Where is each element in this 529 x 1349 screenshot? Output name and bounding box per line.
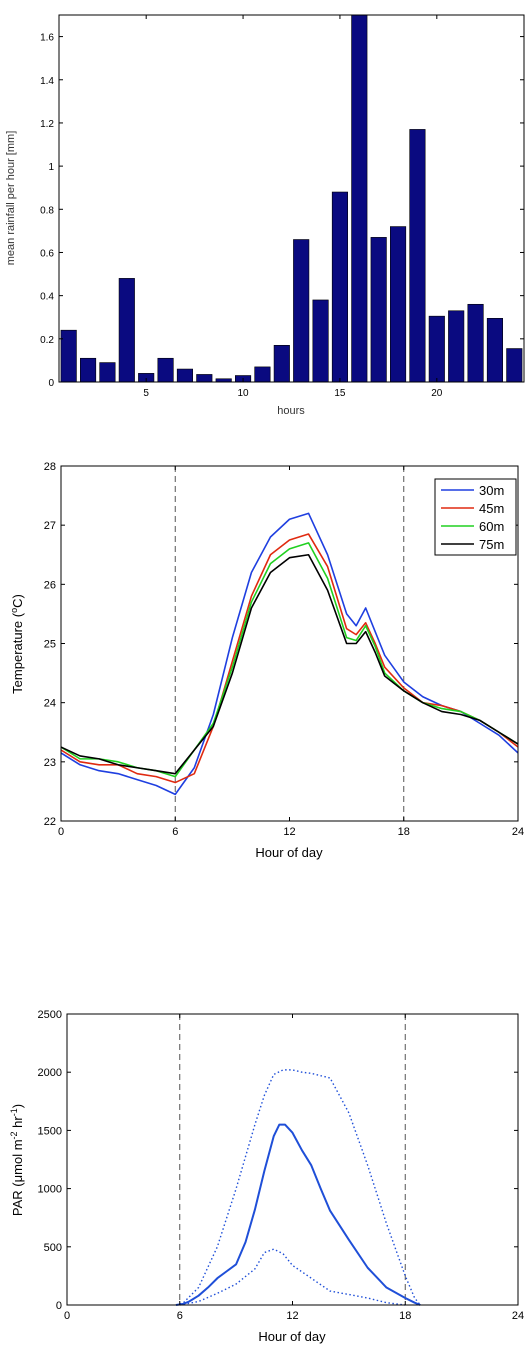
rainfall-x-axis-label: hours bbox=[277, 405, 305, 417]
temperature-y-tick-label: 26 bbox=[44, 579, 56, 591]
par-y-label-super2: -1 bbox=[9, 1108, 19, 1116]
rainfall-x-tick-label: 5 bbox=[143, 388, 149, 399]
temperature-x-tick-label: 6 bbox=[172, 826, 178, 838]
rainfall-y-tick-label: 0 bbox=[48, 378, 54, 389]
rainfall-x-tick-label: 20 bbox=[431, 388, 443, 399]
rainfall-bar bbox=[486, 318, 503, 383]
rainfall-y-tick-label: 0.6 bbox=[40, 248, 54, 259]
rainfall-y-tick-label: 0.2 bbox=[40, 335, 54, 346]
rainfall-y-tick-label: 0.8 bbox=[40, 205, 54, 216]
rainfall-bar-chart: 5 10 15 20 0 0.2 0.4 0.6 0.8 1 1.2 1.4 1.6 hours mea… bbox=[5, 14, 525, 417]
par-y-label-part: PAR ( bbox=[10, 1182, 25, 1216]
rainfall-bar bbox=[370, 237, 387, 383]
temperature-y-label-end: C) bbox=[10, 594, 25, 608]
temperature-x-tick-label: 24 bbox=[512, 826, 524, 838]
temperature-y-tick-label: 28 bbox=[44, 461, 56, 473]
legend-box bbox=[434, 478, 517, 556]
rainfall-bar bbox=[390, 226, 407, 383]
par-mean-line bbox=[175, 1123, 421, 1306]
temperature-y-tick-label: 22 bbox=[44, 816, 56, 828]
par-y-tick-label: 500 bbox=[44, 1242, 62, 1254]
temperature-axis-ticks: 0 6 12 18 24 22 23 24 25 26 27 28 bbox=[44, 461, 524, 838]
par-x-tick-label: 18 bbox=[399, 1310, 411, 1322]
rainfall-y-axis-label: mean rainfall per hour [mm] bbox=[5, 131, 17, 266]
rainfall-bar bbox=[331, 191, 348, 383]
rainfall-y-tick-label: 1.2 bbox=[40, 119, 54, 130]
par-x-tick-label: 12 bbox=[286, 1310, 298, 1322]
par-y-label-end: ) bbox=[10, 1104, 25, 1108]
rainfall-plot-frame bbox=[58, 14, 525, 383]
par-y-tick-label: 2000 bbox=[38, 1067, 62, 1079]
rainfall-y-tick-label: 1.4 bbox=[40, 76, 54, 87]
rainfall-bar bbox=[60, 329, 77, 383]
temperature-series-lines bbox=[60, 512, 519, 796]
temperature-dashed-markers bbox=[174, 466, 405, 821]
temperature-series-line bbox=[60, 533, 519, 784]
par-x-tick-label: 0 bbox=[64, 1310, 70, 1322]
legend-label: 75m bbox=[479, 537, 504, 552]
par-y-label-hr: hr bbox=[10, 1116, 25, 1132]
rainfall-bars bbox=[60, 14, 523, 383]
par-y-tick-label: 1500 bbox=[38, 1125, 62, 1137]
rainfall-bar bbox=[99, 362, 116, 383]
rainfall-x-tick-label: 15 bbox=[334, 388, 346, 399]
temperature-y-tick-label: 24 bbox=[44, 698, 56, 710]
par-y-label-unit: mol m bbox=[10, 1139, 25, 1174]
rainfall-axis-ticks: 5 10 15 20 0 0.2 0.4 0.6 0.8 1 1.2 1.4 1.6 bbox=[40, 15, 524, 399]
rainfall-bar bbox=[293, 239, 310, 383]
par-series-lines bbox=[175, 1069, 421, 1306]
par-y-tick-label: 0 bbox=[56, 1300, 62, 1312]
legend-label: 30m bbox=[479, 483, 504, 498]
temperature-series-line bbox=[60, 512, 519, 796]
temperature-y-axis-label: Temperature (oC) bbox=[9, 594, 25, 694]
rainfall-bar bbox=[351, 14, 368, 383]
temperature-x-tick-label: 0 bbox=[58, 826, 64, 838]
rainfall-x-tick-label: 10 bbox=[238, 388, 250, 399]
par-y-label-super1: -2 bbox=[9, 1131, 19, 1139]
rainfall-bar bbox=[176, 368, 193, 383]
temperature-y-label-part: Temperature ( bbox=[10, 612, 25, 694]
temperature-line-chart: 0 6 12 18 24 22 23 24 25 26 27 28 30m 45m 60m 75m Hour… bbox=[9, 461, 524, 860]
par-axis-ticks: 0 6 12 18 24 0 500 1000 1500 2000 2500 bbox=[38, 1009, 525, 1322]
rainfall-bar bbox=[409, 129, 426, 383]
rainfall-bar bbox=[312, 299, 329, 383]
rainfall-bar bbox=[196, 374, 213, 383]
legend-label: 45m bbox=[479, 501, 504, 516]
temperature-y-tick-label: 23 bbox=[44, 757, 56, 769]
par-x-tick-label: 24 bbox=[512, 1310, 524, 1322]
temperature-y-tick-label: 25 bbox=[44, 639, 56, 651]
rainfall-bar bbox=[157, 357, 174, 383]
rainfall-bar bbox=[273, 344, 290, 383]
rainfall-bar bbox=[80, 357, 97, 383]
rainfall-y-tick-label: 0.4 bbox=[40, 292, 54, 303]
par-y-tick-label: 1000 bbox=[38, 1184, 62, 1196]
rainfall-bar bbox=[254, 366, 271, 383]
rainfall-bar bbox=[428, 315, 445, 383]
par-y-tick-label: 2500 bbox=[38, 1009, 62, 1021]
rainfall-y-tick-label: 1.6 bbox=[40, 33, 54, 44]
par-x-tick-label: 6 bbox=[177, 1310, 183, 1322]
par-y-label-mu: μ bbox=[10, 1175, 25, 1183]
temperature-x-tick-label: 12 bbox=[283, 826, 295, 838]
par-bound-line bbox=[179, 1248, 406, 1306]
rainfall-y-tick-label: 1 bbox=[48, 162, 54, 173]
par-x-axis-label: Hour of day bbox=[258, 1329, 326, 1344]
rainfall-bar bbox=[467, 303, 484, 383]
temperature-x-axis-label: Hour of day bbox=[255, 845, 323, 860]
temperature-x-tick-label: 18 bbox=[398, 826, 410, 838]
temperature-legend: 30m 45m 60m 75m bbox=[434, 478, 517, 556]
rainfall-bar bbox=[118, 278, 135, 383]
temperature-series-line bbox=[60, 553, 519, 775]
rainfall-bar bbox=[448, 310, 465, 383]
par-dashed-markers bbox=[179, 1014, 406, 1305]
par-y-axis-label: PAR (μmol m-2 hr-1) bbox=[9, 1104, 25, 1216]
rainfall-bar bbox=[506, 348, 523, 383]
temperature-y-label-super: o bbox=[9, 608, 19, 613]
legend-label: 60m bbox=[479, 519, 504, 534]
temperature-y-tick-label: 27 bbox=[44, 520, 56, 532]
par-line-chart: 0 6 12 18 24 0 500 1000 1500 2000 2500 Hour of day… bbox=[9, 1009, 524, 1344]
